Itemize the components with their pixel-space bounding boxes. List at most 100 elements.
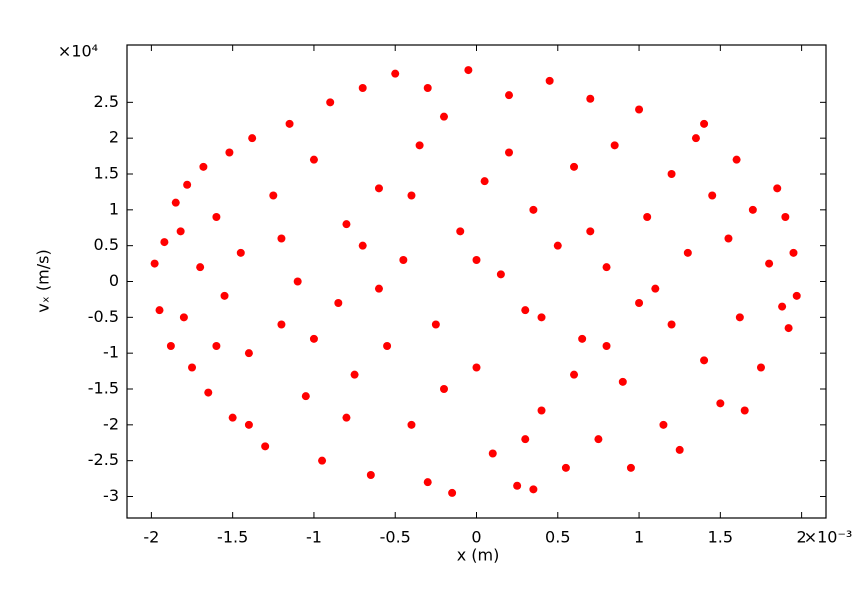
point <box>756 363 765 372</box>
point <box>248 134 257 143</box>
point <box>773 184 782 193</box>
point <box>225 148 234 157</box>
point <box>183 180 192 189</box>
x-tick-label: -1.5 <box>217 528 248 547</box>
point <box>423 84 432 92</box>
y-axis-label: vₓ (m/s) <box>34 249 53 312</box>
point <box>700 119 709 128</box>
point <box>781 213 790 221</box>
point <box>537 406 546 415</box>
point <box>602 263 611 272</box>
point <box>285 119 294 128</box>
point <box>740 406 749 415</box>
point <box>155 306 164 315</box>
point <box>778 302 787 311</box>
point <box>537 313 546 322</box>
point <box>496 270 505 279</box>
point <box>659 420 668 429</box>
point <box>700 356 709 365</box>
x-tick-label: 1.5 <box>708 528 733 547</box>
point <box>488 449 497 458</box>
point <box>399 256 408 264</box>
point <box>415 141 424 150</box>
point <box>179 313 188 322</box>
point <box>529 485 538 494</box>
y-tick-label: -1 <box>103 343 119 362</box>
point <box>765 259 774 268</box>
point <box>342 413 351 422</box>
point <box>160 238 169 247</box>
point <box>244 349 253 358</box>
point <box>456 227 465 236</box>
point <box>521 435 530 444</box>
x-tick-label: -2 <box>143 528 159 547</box>
point <box>635 105 644 114</box>
point <box>570 162 579 171</box>
x-multiplier: ×10⁻³ <box>804 528 853 547</box>
point <box>635 299 644 307</box>
point <box>423 478 432 487</box>
point <box>667 320 676 329</box>
point <box>204 388 213 397</box>
y-tick-label: 2 <box>109 128 119 147</box>
point <box>188 363 197 372</box>
point <box>651 284 660 293</box>
point <box>431 320 440 329</box>
point <box>150 259 159 268</box>
point <box>553 241 562 250</box>
y-tick-label: -2 <box>103 414 119 433</box>
point <box>358 241 367 250</box>
point <box>586 227 595 236</box>
y-tick-label: 0.5 <box>94 235 119 254</box>
point <box>391 69 400 78</box>
point <box>570 370 579 379</box>
point <box>724 234 733 243</box>
point <box>301 392 310 401</box>
point <box>716 399 725 408</box>
point <box>228 413 237 422</box>
point <box>277 320 286 329</box>
y-tick-label: 0 <box>109 271 119 290</box>
point <box>594 435 603 444</box>
point <box>480 177 489 186</box>
point <box>220 291 229 300</box>
point <box>309 334 318 343</box>
point <box>464 66 473 75</box>
point <box>784 324 793 333</box>
y-tick-label: -0.5 <box>88 307 119 326</box>
point <box>383 342 392 350</box>
point <box>505 148 514 157</box>
y-tick-label: -3 <box>103 486 119 505</box>
point <box>448 488 457 497</box>
point <box>199 162 208 171</box>
point <box>618 377 627 386</box>
x-axis-label: x (m) <box>457 546 500 565</box>
point <box>261 442 270 451</box>
point <box>212 342 221 350</box>
x-tick-label: 1 <box>634 528 644 547</box>
point <box>374 284 383 293</box>
point <box>350 370 359 379</box>
point <box>171 198 180 207</box>
point <box>358 84 367 92</box>
point <box>578 334 587 343</box>
point <box>366 471 375 479</box>
point <box>472 363 481 372</box>
point <box>683 248 692 257</box>
point <box>342 220 351 229</box>
point <box>545 76 554 85</box>
point <box>212 213 221 221</box>
y-tick-label: 2.5 <box>94 92 119 111</box>
y-tick-label: 1.5 <box>94 164 119 183</box>
point <box>610 141 619 150</box>
x-tick-label: 0.5 <box>545 528 570 547</box>
plot-frame <box>126 44 827 519</box>
point <box>792 291 801 300</box>
point <box>513 481 522 490</box>
point <box>196 263 205 272</box>
point <box>374 184 383 193</box>
point <box>789 248 798 257</box>
x-tick-label: -1 <box>306 528 322 547</box>
point <box>269 191 278 200</box>
point <box>309 155 318 164</box>
